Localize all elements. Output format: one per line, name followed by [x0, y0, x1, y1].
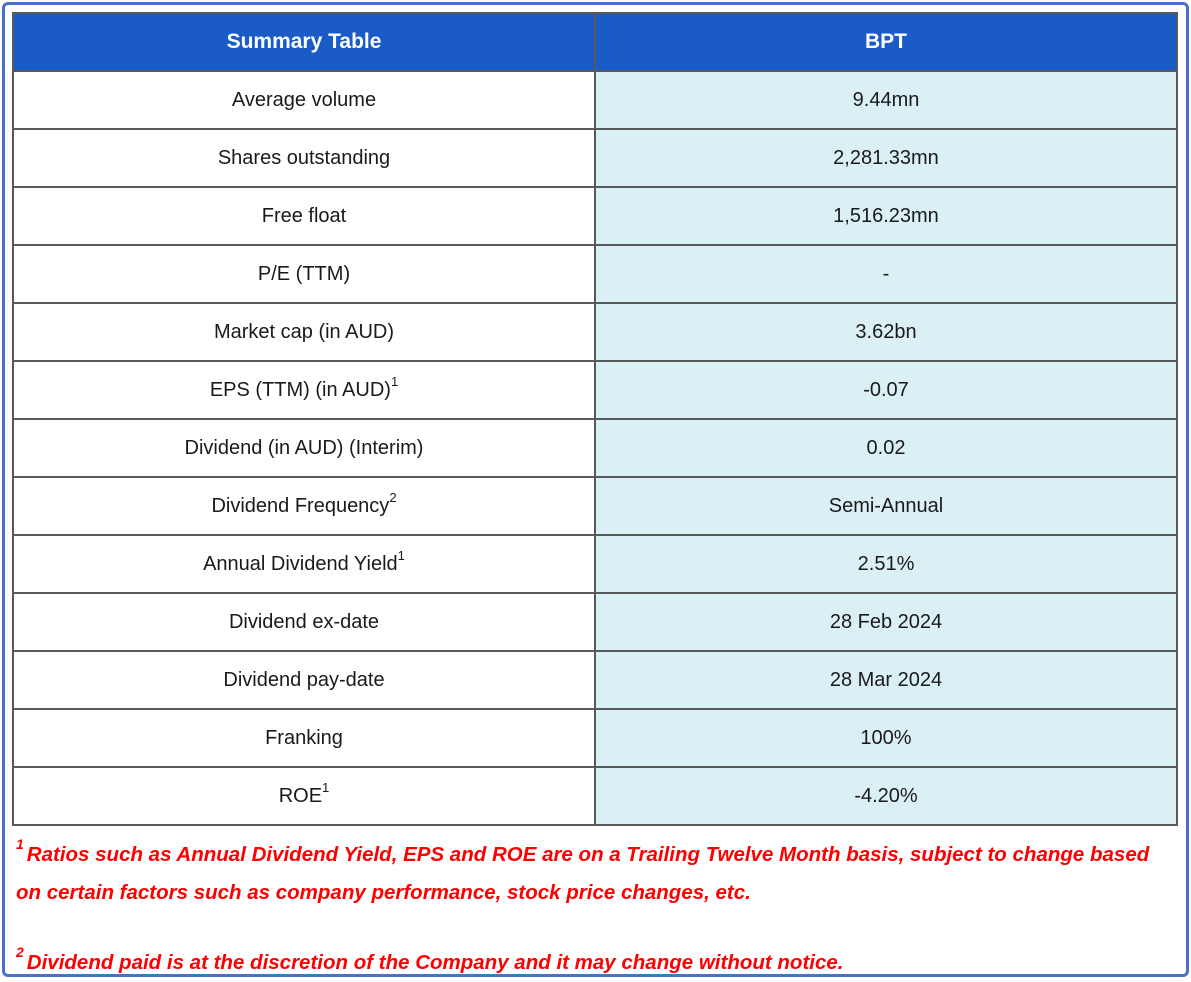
table-row: Dividend Frequency2 Semi-Annual	[12, 476, 1178, 536]
row-label: Free float	[12, 186, 596, 246]
row-value: 1,516.23mn	[594, 186, 1178, 246]
table-row: Dividend pay-date 28 Mar 2024	[12, 650, 1178, 710]
row-label: Shares outstanding	[12, 128, 596, 188]
table-row: P/E (TTM) -	[12, 244, 1178, 304]
footnote-ref: 1	[322, 779, 330, 795]
row-label-text: P/E (TTM)	[257, 262, 351, 285]
row-label: EPS (TTM) (in AUD)1	[12, 360, 596, 420]
row-value: 28 Mar 2024	[594, 650, 1178, 710]
summary-table: Summary Table BPT Average volume 9.44mn …	[12, 12, 1178, 826]
row-value: -0.07	[594, 360, 1178, 420]
table-header-row: Summary Table BPT	[12, 12, 1178, 72]
row-label-text: Market cap (in AUD)	[213, 320, 395, 343]
row-label-text: ROE	[278, 784, 323, 807]
footnote-2-text: Dividend paid is at the discretion of th…	[26, 950, 844, 974]
row-label-text: Dividend (in AUD) (Interim)	[184, 436, 424, 459]
row-label-text: EPS (TTM) (in AUD)	[209, 378, 391, 401]
footnote-1: 1 Ratios such as Annual Dividend Yield, E…	[16, 836, 1172, 912]
row-value: 100%	[594, 708, 1178, 768]
footnote-ref: 2	[389, 489, 397, 505]
row-label-text: Free float	[261, 204, 347, 227]
footnote-1-text: Ratios such as Annual Dividend Yield, EP…	[16, 843, 1150, 904]
footnote-2: 2 Dividend paid is at the discretion of t…	[16, 944, 1172, 982]
row-label-text: Dividend Frequency	[211, 494, 390, 517]
row-value: Semi-Annual	[594, 476, 1178, 536]
footnote-2-marker: 2	[16, 944, 24, 961]
row-label-text: Annual Dividend Yield	[203, 552, 398, 575]
table-row: Franking 100%	[12, 708, 1178, 768]
footnote-1-marker: 1	[16, 836, 24, 853]
row-label-text: Shares outstanding	[217, 146, 391, 169]
row-value: 2.51%	[594, 534, 1178, 594]
ticker-header: BPT	[594, 12, 1178, 72]
footnote-ref: 1	[397, 547, 405, 563]
row-value: 0.02	[594, 418, 1178, 478]
table-row: Dividend ex-date 28 Feb 2024	[12, 592, 1178, 652]
row-value: -	[594, 244, 1178, 304]
row-label: Market cap (in AUD)	[12, 302, 596, 362]
table-row: Free float 1,516.23mn	[12, 186, 1178, 246]
row-label: Dividend pay-date	[12, 650, 596, 710]
row-value: 28 Feb 2024	[594, 592, 1178, 652]
row-value: -4.20%	[594, 766, 1178, 826]
row-label: P/E (TTM)	[12, 244, 596, 304]
table-row: Dividend (in AUD) (Interim) 0.02	[12, 418, 1178, 478]
footnotes: 1 Ratios such as Annual Dividend Yield, E…	[12, 826, 1176, 982]
row-value: 2,281.33mn	[594, 128, 1178, 188]
row-label: Average volume	[12, 70, 596, 130]
table-row: Market cap (in AUD) 3.62bn	[12, 302, 1178, 362]
row-value: 3.62bn	[594, 302, 1178, 362]
table-row: Annual Dividend Yield1 2.51%	[12, 534, 1178, 594]
table-row: EPS (TTM) (in AUD)1 -0.07	[12, 360, 1178, 420]
row-label: Dividend ex-date	[12, 592, 596, 652]
row-label-text: Average volume	[231, 88, 377, 111]
row-label: Dividend (in AUD) (Interim)	[12, 418, 596, 478]
table-row: Average volume 9.44mn	[12, 70, 1178, 130]
table-row: ROE1 -4.20%	[12, 766, 1178, 826]
row-label: Annual Dividend Yield1	[12, 534, 596, 594]
summary-table-header: Summary Table	[12, 12, 596, 72]
row-label: ROE1	[12, 766, 596, 826]
row-value: 9.44mn	[594, 70, 1178, 130]
footnote-ref: 1	[390, 373, 399, 389]
row-label: Franking	[12, 708, 596, 768]
row-label-text: Franking	[265, 726, 343, 749]
row-label: Dividend Frequency2	[12, 476, 596, 536]
row-label-text: Dividend pay-date	[223, 668, 385, 691]
table-row: Shares outstanding 2,281.33mn	[12, 128, 1178, 188]
row-label-text: Dividend ex-date	[228, 610, 380, 633]
